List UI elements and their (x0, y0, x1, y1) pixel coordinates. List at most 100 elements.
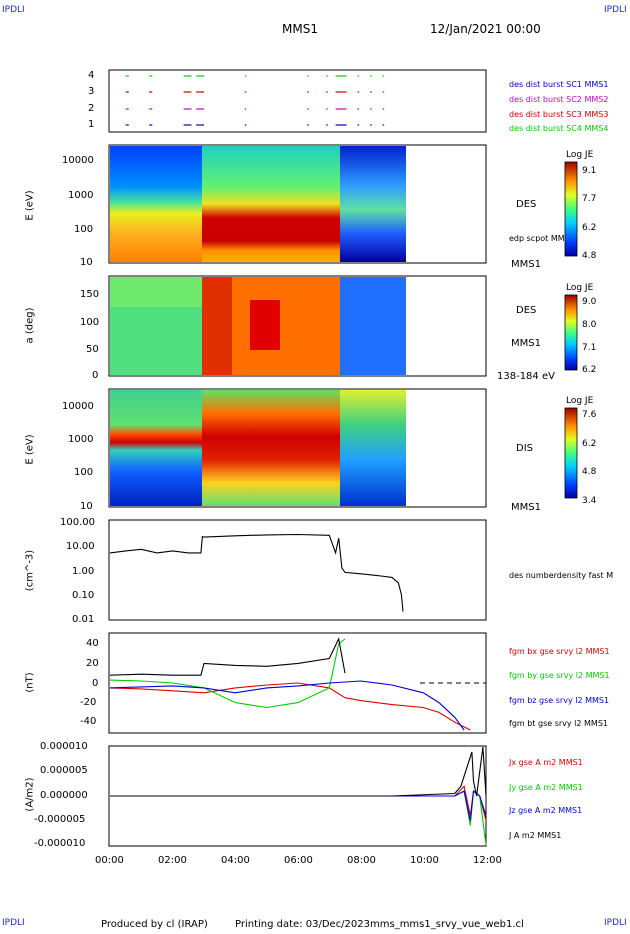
des-energy-region-post (340, 146, 406, 262)
density-series-line (109, 533, 404, 612)
j-ytick-2: 0.000005 (40, 765, 88, 776)
b-ytick-minus40: -40 (80, 716, 97, 727)
xtick-12: 12:00 (473, 855, 502, 866)
bt-series-label: fgm bt gse srvy l2 MMS1 (509, 719, 608, 728)
xtick-06: 06:00 (284, 855, 313, 866)
jy-series-line (110, 790, 487, 846)
des-energy-colorbar-title: Log JE (566, 150, 594, 160)
corner-label-top-right: IPDLI (604, 5, 627, 15)
xtick-00: 00:00 (95, 855, 124, 866)
corner-label-bottom-left: IPDLI (2, 918, 25, 928)
j-series-label: J A m2 MMS1 (509, 831, 562, 840)
xtick-04: 04:00 (221, 855, 250, 866)
dis-energy-region-pre (110, 390, 202, 506)
by-series-line (109, 638, 346, 709)
des-energy-cb-tick-3: 6.2 (582, 223, 597, 233)
dis-energy-cb-tick-1: 7.6 (582, 410, 597, 420)
des-pitch-cb-tick-3: 7.1 (582, 343, 597, 353)
dis-energy-region-post (340, 390, 406, 506)
dis-energy-ytick-10: 10 (80, 501, 93, 512)
b-ytick-minus20: -20 (80, 697, 97, 708)
b-ytick-40: 40 (86, 638, 99, 649)
des-energy-spacecraft: MMS1 (511, 259, 541, 270)
des-energy-ytick-10: 10 (80, 257, 93, 268)
density-ytick-10: 10.00 (66, 541, 95, 552)
j-series-line (110, 746, 487, 797)
footer-produced: Produced by cl (IRAP) (101, 919, 208, 930)
jz-series-label: Jz gse A m2 MMS1 (509, 806, 583, 815)
b-ytick-0: 0 (92, 678, 99, 689)
dis-energy-cb-tick-2: 6.2 (582, 439, 597, 449)
des-energy-region-sheath (202, 146, 340, 262)
dis-energy-cb-tick-3: 4.8 (582, 467, 597, 477)
des-energy-cb-tick-1: 9.1 (582, 166, 597, 176)
dis-energy-region-sheath (202, 390, 340, 506)
bx-series-line (109, 682, 471, 731)
burst-legend-mms3: des dist burst SC3 MMS3 (509, 110, 609, 119)
b-ytick-20: 20 (86, 658, 99, 669)
xtick-08: 08:00 (347, 855, 376, 866)
dis-energy-spacecraft: MMS1 (511, 502, 541, 513)
corner-label-top-left: IPDLI (2, 5, 25, 15)
des-pitch-region-sheath-edge (202, 277, 232, 375)
page-title: MMS1 (282, 22, 318, 36)
des-energy-region-pre (110, 146, 202, 262)
density-ytick-0-01: 0.01 (72, 614, 95, 625)
des-pitch-instrument: DES (516, 305, 537, 316)
burst-legend-mms1: des dist burst SC1 MMS1 (509, 80, 609, 89)
bz-series-line (109, 680, 465, 731)
des-pitch-cb-tick-2: 8.0 (582, 320, 597, 330)
burst-marks (125, 75, 385, 126)
dis-energy-instrument: DIS (516, 443, 533, 454)
des-energy-spectrogram (110, 146, 406, 262)
des-pitch-ytick-100: 100 (80, 317, 100, 328)
burst-ytick-4: 4 (88, 70, 95, 81)
density-ytick-100: 100.00 (60, 517, 95, 528)
des-pitch-ytick-150: 150 (80, 289, 100, 300)
dis-energy-ytick-100: 100 (74, 467, 94, 478)
dis-energy-spectrogram (110, 390, 406, 506)
xtick-10: 10:00 (410, 855, 439, 866)
burst-frame (108, 69, 487, 133)
des-energy-colorbar (564, 161, 578, 257)
jx-series-label: Jx gse A m2 MMS1 (509, 758, 583, 767)
des-pitch-spacecraft: MMS1 (511, 338, 541, 349)
dis-energy-cb-tick-4: 3.4 (582, 496, 597, 506)
jx-series-line (110, 785, 487, 821)
by-series-label: fgm by gse srvy l2 MMS1 (509, 671, 610, 680)
dis-energy-ytick-1000: 1000 (68, 434, 94, 445)
des-pitch-region-post (340, 277, 406, 375)
jy-series-label: Jy gse A m2 MMS1 (509, 783, 583, 792)
j-ytick-5: -0.000010 (34, 838, 86, 849)
des-pitch-spectrogram (110, 277, 406, 375)
des-energy-ytick-10000: 10000 (62, 155, 94, 166)
j-ytick-1: 0.000010 (40, 741, 88, 752)
des-pitch-cb-tick-4: 6.2 (582, 365, 597, 375)
des-pitch-cb-tick-1: 9.0 (582, 297, 597, 307)
burst-ytick-3: 3 (88, 86, 95, 97)
plot-date: 12/Jan/2021 00:00 (430, 22, 541, 36)
dis-energy-colorbar-title: Log JE (566, 396, 594, 406)
density-ytick-1: 1.00 (72, 566, 95, 577)
footer-filename: mms_mms1_srvy_vue_web1.cl (370, 919, 524, 930)
j-ytick-3: 0.000000 (40, 790, 88, 801)
des-pitch-energy-range: 138-184 eV (497, 371, 555, 382)
des-energy-cb-tick-2: 7.7 (582, 194, 597, 204)
des-pitch-region-pre-top (110, 277, 202, 307)
xtick-02: 02:00 (158, 855, 187, 866)
des-pitch-ytick-0: 0 (92, 370, 99, 381)
footer-printing-date: Printing date: 03/Dec/2023 (235, 919, 371, 930)
des-pitch-ytick-50: 50 (86, 344, 99, 355)
line-series (109, 533, 487, 846)
des-energy-ytick-100: 100 (74, 224, 94, 235)
dis-energy-ytick-10000: 10000 (62, 401, 94, 412)
density-frame (108, 519, 487, 621)
des-energy-cb-tick-4: 4.8 (582, 251, 597, 261)
des-pitch-colorbar (564, 294, 578, 371)
bt-series-line (109, 637, 346, 676)
bx-series-label: fgm bx gse srvy l2 MMS1 (509, 647, 610, 656)
j-ytick-4: -0.000005 (34, 814, 86, 825)
des-energy-ytick-1000: 1000 (68, 190, 94, 201)
burst-legend-mms4: des dist burst SC4 MMS4 (509, 124, 609, 133)
